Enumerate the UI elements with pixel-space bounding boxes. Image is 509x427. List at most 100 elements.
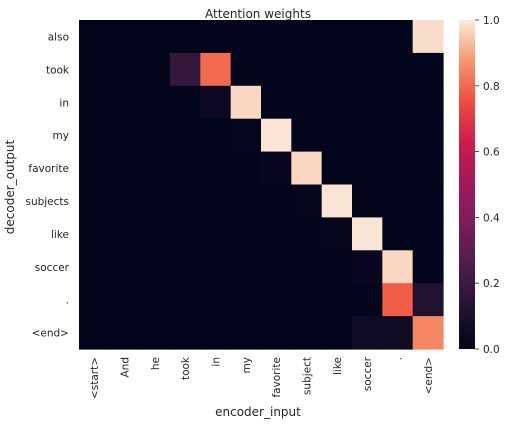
heatmap-cell	[321, 52, 353, 87]
heatmap-cell	[230, 217, 262, 251]
heatmap-cell	[109, 283, 141, 317]
x-tick-label: And	[120, 357, 132, 378]
heatmap-cell	[412, 52, 444, 87]
heatmap-cell	[321, 184, 353, 218]
heatmap-cell	[230, 85, 262, 120]
heatmap-cell	[261, 151, 292, 186]
colorbar-tick-label: 0.8	[483, 81, 500, 93]
y-tick-label: .	[66, 295, 69, 307]
heatmap-cell	[230, 20, 262, 54]
heatmap-cell	[139, 250, 171, 284]
heatmap-cell	[109, 151, 141, 186]
y-tick-label: favorite	[28, 163, 69, 175]
heatmap-cell	[109, 250, 141, 284]
heatmap-cell	[230, 52, 262, 87]
heatmap-cell	[230, 283, 262, 317]
chart-title: Attention weights	[205, 7, 311, 21]
heatmap-cell	[139, 52, 171, 87]
heatmap-cell	[200, 184, 232, 218]
heatmap-cell	[352, 151, 383, 186]
heatmap-cell	[321, 250, 353, 284]
x-tick-label: <start>	[89, 357, 101, 399]
y-tick-label: subjects	[25, 196, 69, 208]
heatmap-cell	[291, 52, 323, 87]
heatmap-cell	[382, 52, 414, 87]
heatmap-cell	[109, 217, 141, 251]
x-tick-label: subject	[302, 357, 314, 395]
heatmap-cell	[412, 151, 444, 186]
heatmap-cell	[170, 250, 201, 284]
heatmap-cell	[261, 283, 292, 317]
heatmap-cell	[382, 283, 414, 317]
heatmap-cell	[230, 151, 262, 186]
heatmap-cell	[79, 316, 110, 350]
heatmap-cells	[79, 20, 444, 350]
heatmap-cell	[352, 20, 383, 54]
y-tick-label: also	[48, 31, 69, 43]
heatmap-cell	[412, 20, 444, 54]
heatmap-cell	[261, 217, 292, 251]
heatmap-cell	[170, 118, 201, 153]
heatmap-cell	[321, 118, 353, 153]
heatmap-cell	[230, 316, 262, 350]
heatmap-cell	[382, 20, 414, 54]
heatmap-cell	[261, 250, 292, 284]
heatmap-cell	[170, 184, 201, 218]
heatmap-cell	[352, 85, 383, 120]
heatmap-cell	[200, 151, 232, 186]
heatmap-cell	[79, 250, 110, 284]
heatmap-cell	[321, 316, 353, 350]
y-tick-label: like	[51, 229, 69, 241]
heatmap-cell	[321, 217, 353, 251]
x-axis-label: encoder_input	[215, 405, 301, 419]
heatmap-cell	[139, 85, 171, 120]
y-tick-label: soccer	[35, 262, 70, 274]
heatmap-cell	[291, 316, 323, 350]
heatmap-cell	[200, 118, 232, 153]
colorbar-tick-label: 0.6	[483, 147, 500, 159]
x-tick-label: he	[150, 357, 162, 370]
heatmap-cell	[321, 283, 353, 317]
heatmap-cell	[200, 250, 232, 284]
heatmap-cell	[352, 118, 383, 153]
heatmap-cell	[170, 151, 201, 186]
heatmap-cell	[79, 217, 110, 251]
heatmap-cell	[200, 52, 232, 87]
heatmap-cell	[109, 20, 141, 54]
heatmap-cell	[352, 217, 383, 251]
heatmap-cell	[139, 118, 171, 153]
heatmap-cell	[261, 118, 292, 153]
colorbar-tick-label: 1.0	[483, 15, 500, 27]
heatmap-cell	[261, 316, 292, 350]
heatmap-cell	[79, 283, 110, 317]
heatmap-cell	[412, 283, 444, 317]
heatmap-cell	[382, 217, 414, 251]
heatmap-cell	[200, 217, 232, 251]
heatmap-cell	[382, 85, 414, 120]
heatmap-cell	[79, 20, 110, 54]
heatmap-cell	[170, 20, 201, 54]
heatmap-cell	[139, 217, 171, 251]
x-tick-label: soccer	[362, 356, 374, 391]
colorbar-tick-label: 0.0	[483, 344, 500, 356]
x-tick-label: in	[211, 357, 223, 367]
heatmap-cell	[321, 151, 353, 186]
heatmap-cell	[412, 118, 444, 153]
heatmap-cell	[79, 52, 110, 87]
heatmap-cell	[139, 20, 171, 54]
heatmap-cell	[321, 85, 353, 120]
heatmap-cell	[139, 184, 171, 218]
heatmap-cell	[352, 52, 383, 87]
heatmap-cell	[230, 184, 262, 218]
heatmap-cell	[291, 217, 323, 251]
colorbar-tick-labels: 0.0 0.2 0.4 0.6 0.8 1.0	[475, 15, 500, 356]
heatmap-cell	[352, 316, 383, 350]
y-tick-label: in	[59, 97, 69, 109]
heatmap-cell	[230, 250, 262, 284]
heatmap-cell	[261, 20, 292, 54]
heatmap-cell	[291, 85, 323, 120]
x-tick-label: like	[332, 357, 344, 375]
heatmap-cell	[170, 217, 201, 251]
heatmap-cell	[382, 118, 414, 153]
heatmap-cell	[412, 250, 444, 284]
